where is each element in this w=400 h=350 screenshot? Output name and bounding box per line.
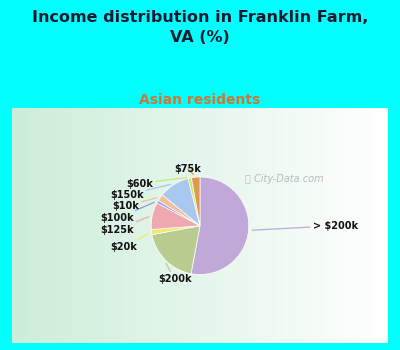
Wedge shape [151, 203, 200, 230]
Text: $200k: $200k [158, 264, 192, 284]
Text: $60k: $60k [126, 177, 187, 189]
Wedge shape [191, 177, 249, 274]
Text: > $200k: > $200k [252, 221, 358, 231]
Text: $10k: $10k [112, 198, 157, 211]
Text: Income distribution in Franklin Farm,
VA (%): Income distribution in Franklin Farm, VA… [32, 10, 368, 45]
Text: $150k: $150k [110, 184, 171, 200]
Wedge shape [162, 178, 200, 226]
Text: $20k: $20k [110, 233, 148, 252]
Wedge shape [151, 226, 200, 234]
Wedge shape [158, 195, 200, 226]
Wedge shape [192, 177, 200, 226]
Text: $125k: $125k [101, 217, 149, 235]
Text: ⓘ City-Data.com: ⓘ City-Data.com [245, 174, 324, 184]
Text: $100k: $100k [101, 202, 154, 223]
Wedge shape [188, 178, 200, 226]
Wedge shape [157, 201, 200, 226]
Text: $75k: $75k [174, 164, 201, 174]
Text: Asian residents: Asian residents [139, 93, 261, 107]
Wedge shape [152, 226, 200, 274]
